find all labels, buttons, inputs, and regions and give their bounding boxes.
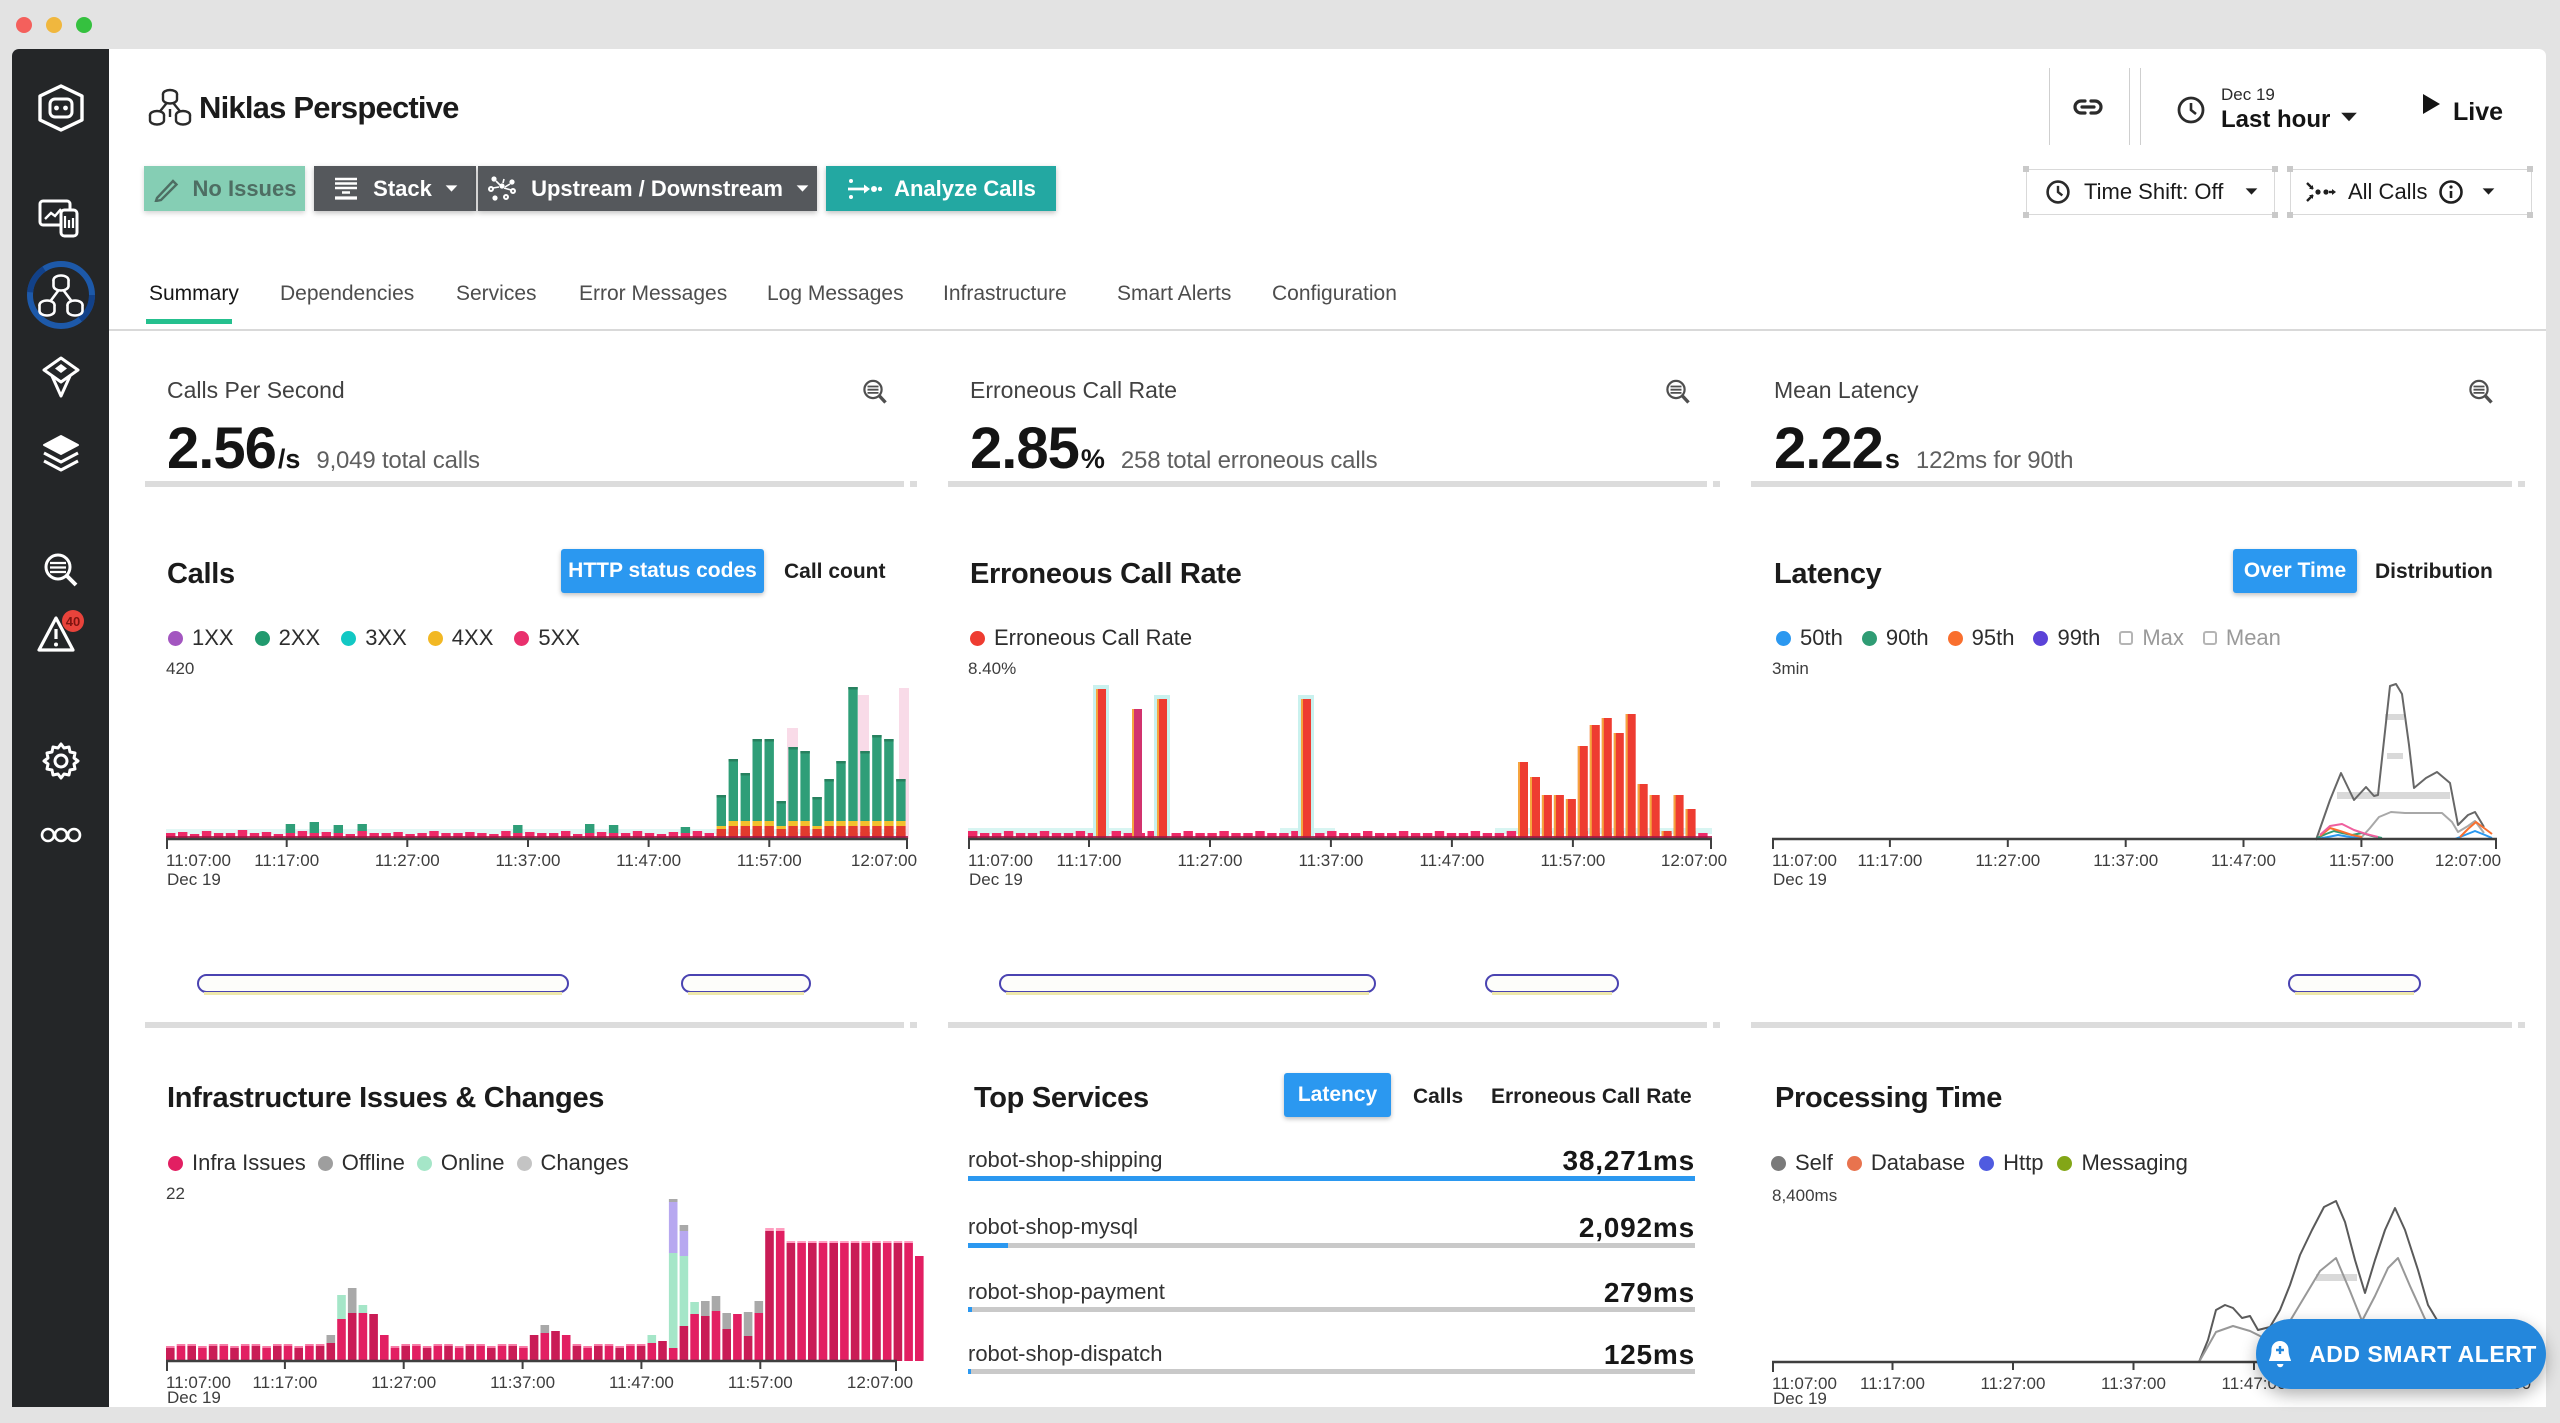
- svg-text:11:27:00: 11:27:00: [1975, 851, 2040, 870]
- svg-text:11:17:00: 11:17:00: [252, 1373, 317, 1392]
- svg-text:11:27:00: 11:27:00: [375, 851, 440, 870]
- svg-text:Dec 19: Dec 19: [1773, 870, 1827, 889]
- svg-text:12:07:00: 12:07:00: [851, 851, 917, 870]
- svg-text:11:47:00: 11:47:00: [616, 851, 681, 870]
- svg-text:Dec 19: Dec 19: [1773, 1389, 1827, 1407]
- svg-text:Dec 19: Dec 19: [167, 1388, 221, 1407]
- svg-text:11:07:00: 11:07:00: [968, 851, 1033, 870]
- svg-text:11:37:00: 11:37:00: [490, 1373, 555, 1392]
- svg-text:Dec 19: Dec 19: [167, 870, 221, 889]
- svg-text:11:57:00: 11:57:00: [1540, 851, 1605, 870]
- svg-text:11:17:00: 11:17:00: [1057, 851, 1122, 870]
- svg-text:11:47:00: 11:47:00: [1419, 851, 1484, 870]
- svg-text:11:47:00: 11:47:00: [609, 1373, 674, 1392]
- svg-text:11:07:00: 11:07:00: [1772, 851, 1837, 870]
- svg-text:12:07:00: 12:07:00: [1661, 851, 1727, 870]
- svg-text:3min: 3min: [1772, 659, 1809, 678]
- svg-text:11:27:00: 11:27:00: [1178, 851, 1243, 870]
- svg-text:11:27:00: 11:27:00: [1981, 1374, 2046, 1393]
- svg-text:11:37:00: 11:37:00: [2093, 851, 2158, 870]
- svg-text:11:47:00: 11:47:00: [2211, 851, 2276, 870]
- svg-text:11:37:00: 11:37:00: [1298, 851, 1363, 870]
- svg-text:11:17:00: 11:17:00: [1860, 1374, 1925, 1393]
- svg-text:11:37:00: 11:37:00: [2101, 1374, 2166, 1393]
- svg-text:11:07:00: 11:07:00: [166, 851, 231, 870]
- svg-text:8,400ms: 8,400ms: [1772, 1186, 1837, 1205]
- svg-text:11:27:00: 11:27:00: [371, 1373, 436, 1392]
- svg-text:11:57:00: 11:57:00: [737, 851, 802, 870]
- svg-text:11:07:00: 11:07:00: [1772, 1374, 1837, 1393]
- svg-text:11:17:00: 11:17:00: [254, 851, 319, 870]
- svg-text:40: 40: [65, 614, 79, 629]
- svg-text:22: 22: [166, 1184, 185, 1203]
- svg-text:12:07:00: 12:07:00: [2435, 851, 2501, 870]
- svg-text:11:37:00: 11:37:00: [496, 851, 561, 870]
- svg-text:420: 420: [166, 659, 194, 678]
- svg-text:Dec 19: Dec 19: [969, 870, 1023, 889]
- svg-text:12:07:00: 12:07:00: [847, 1373, 913, 1392]
- svg-text:11:07:00: 11:07:00: [166, 1373, 231, 1392]
- svg-text:11:57:00: 11:57:00: [2329, 851, 2394, 870]
- svg-text:8.40%: 8.40%: [968, 659, 1016, 678]
- svg-text:11:17:00: 11:17:00: [1857, 851, 1922, 870]
- svg-text:11:57:00: 11:57:00: [728, 1373, 793, 1392]
